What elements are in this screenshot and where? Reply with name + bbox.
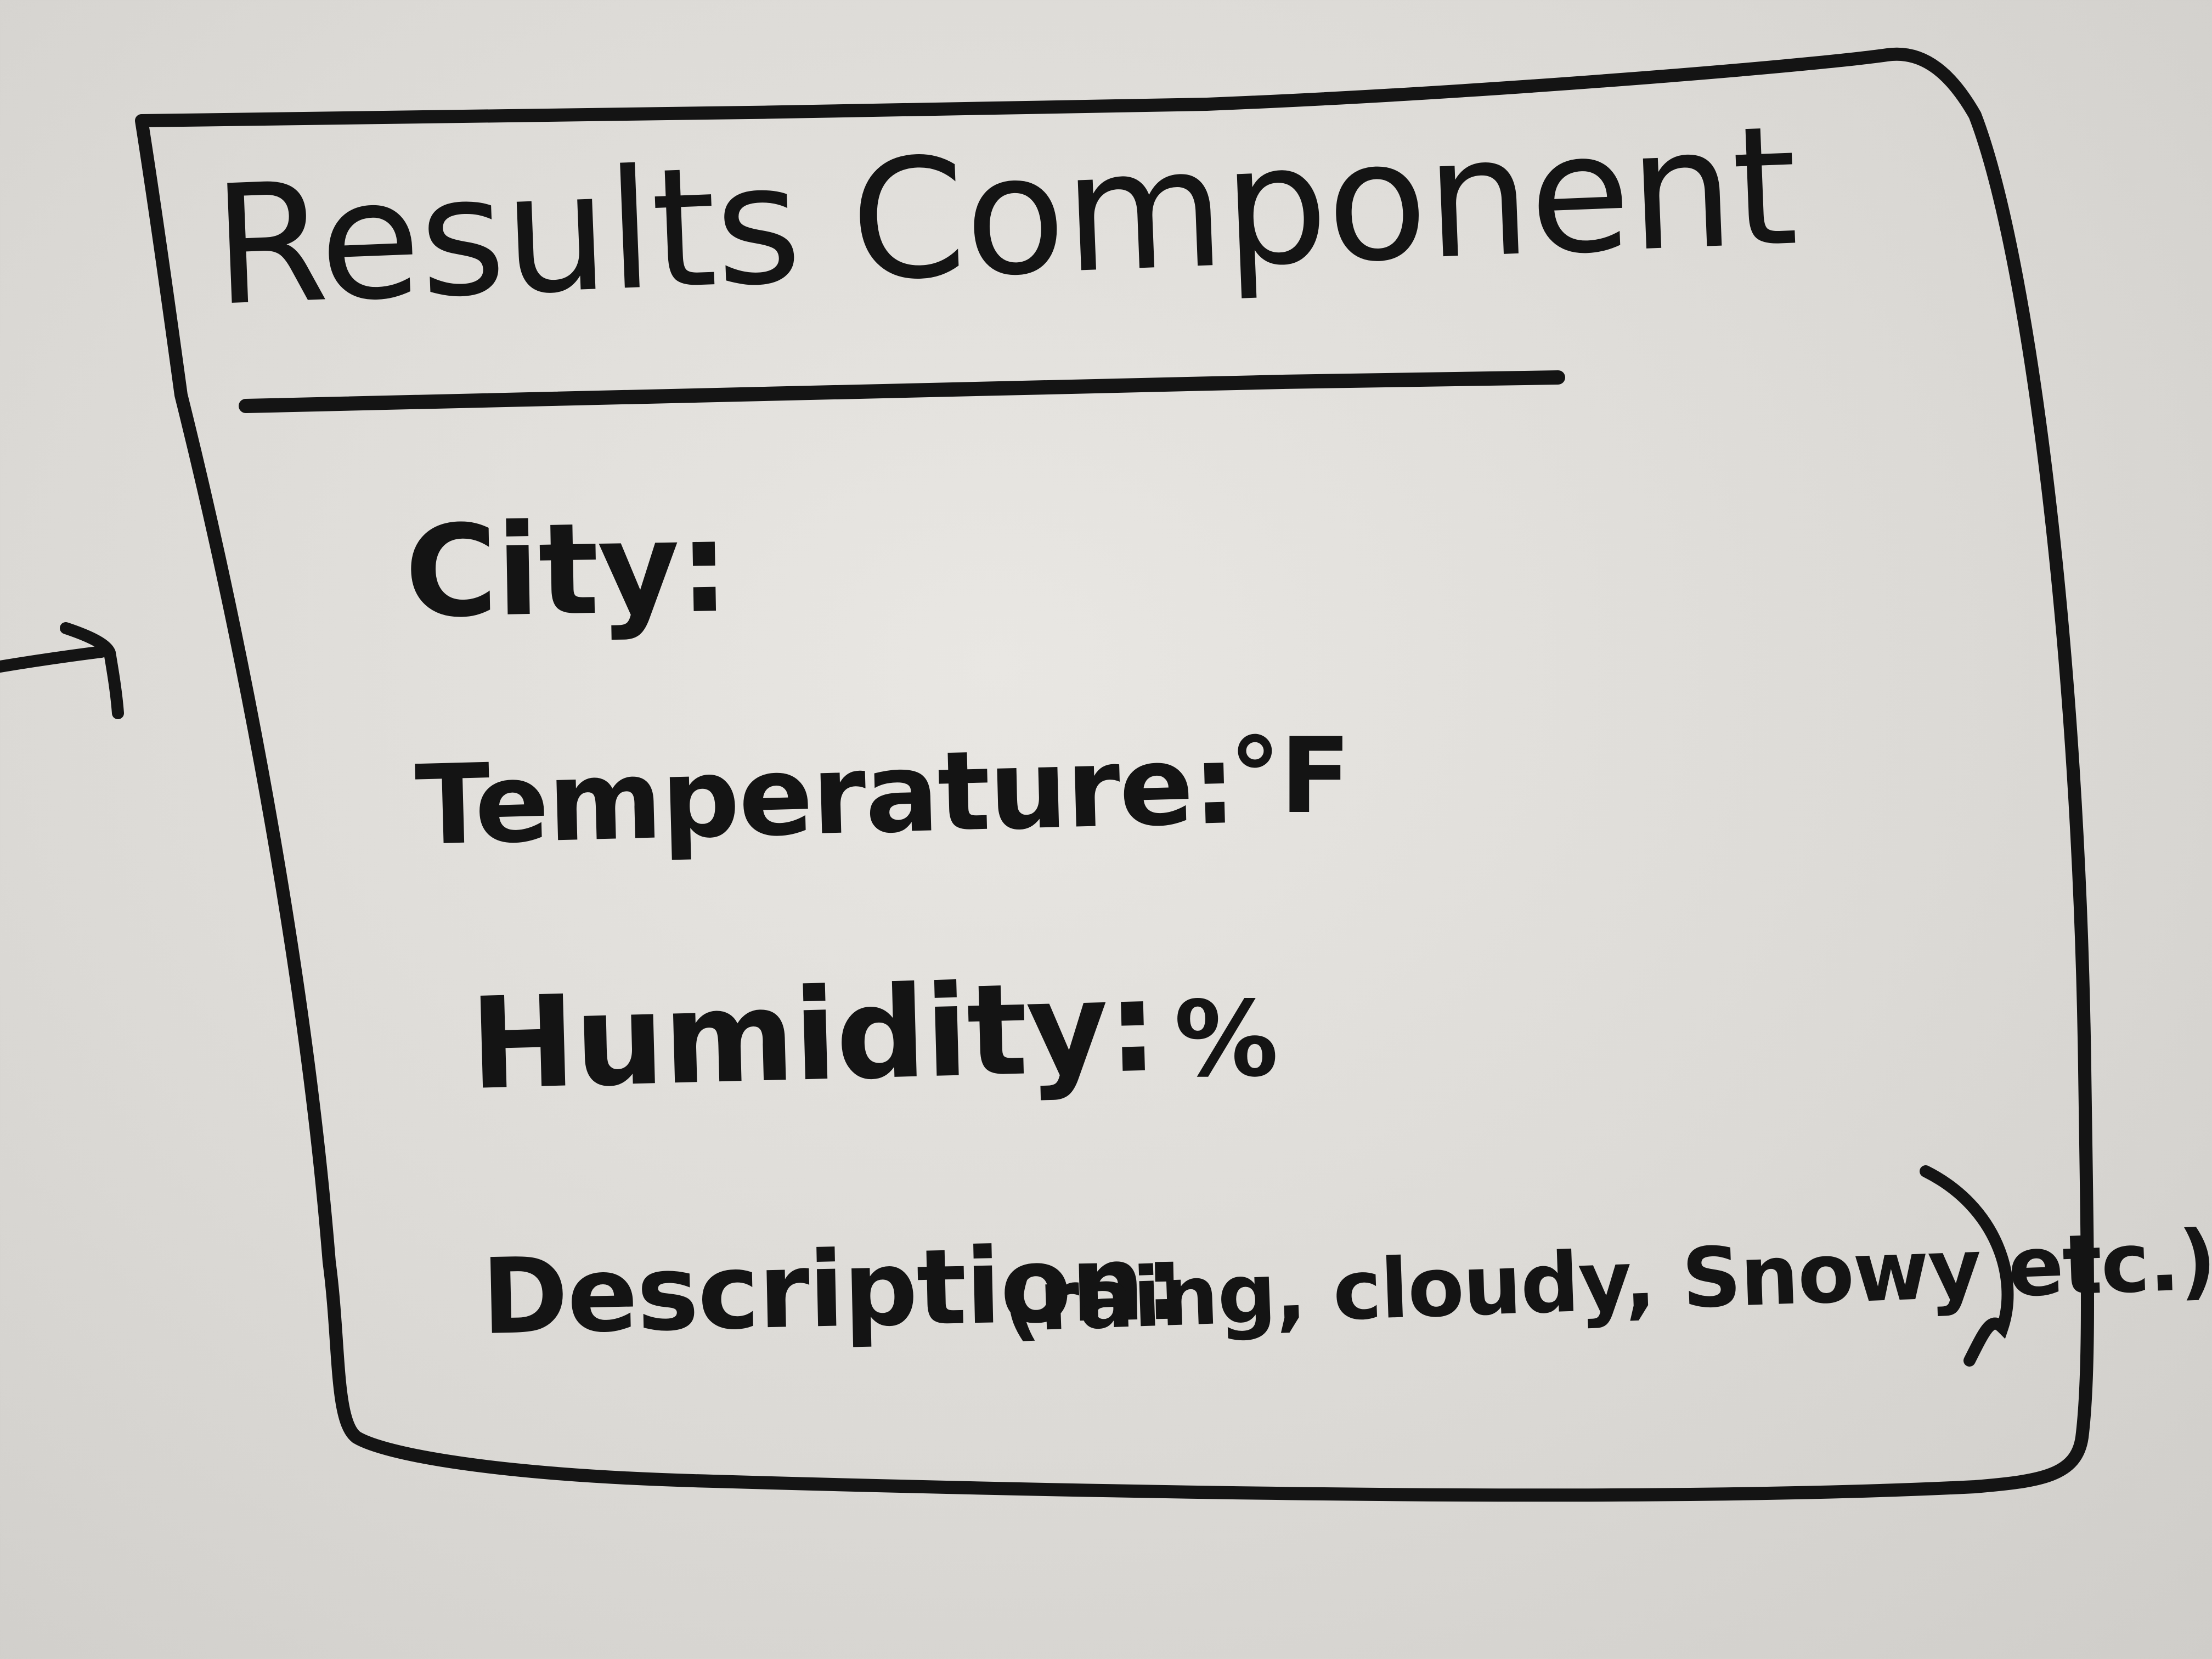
closing-paren	[1920, 1165, 2014, 1367]
city-label: City:	[403, 494, 730, 646]
temperature-label: Temperature:	[414, 720, 1237, 870]
incoming-arrow-shaft	[0, 646, 108, 673]
incoming-arrow-head	[60, 622, 124, 719]
temperature-unit: °F	[1229, 715, 1351, 837]
title-underline	[239, 370, 1565, 413]
humidity-label: Humidity:	[468, 953, 1159, 1118]
humidity-unit: %	[1174, 979, 1278, 1100]
component-box	[135, 47, 2094, 1502]
